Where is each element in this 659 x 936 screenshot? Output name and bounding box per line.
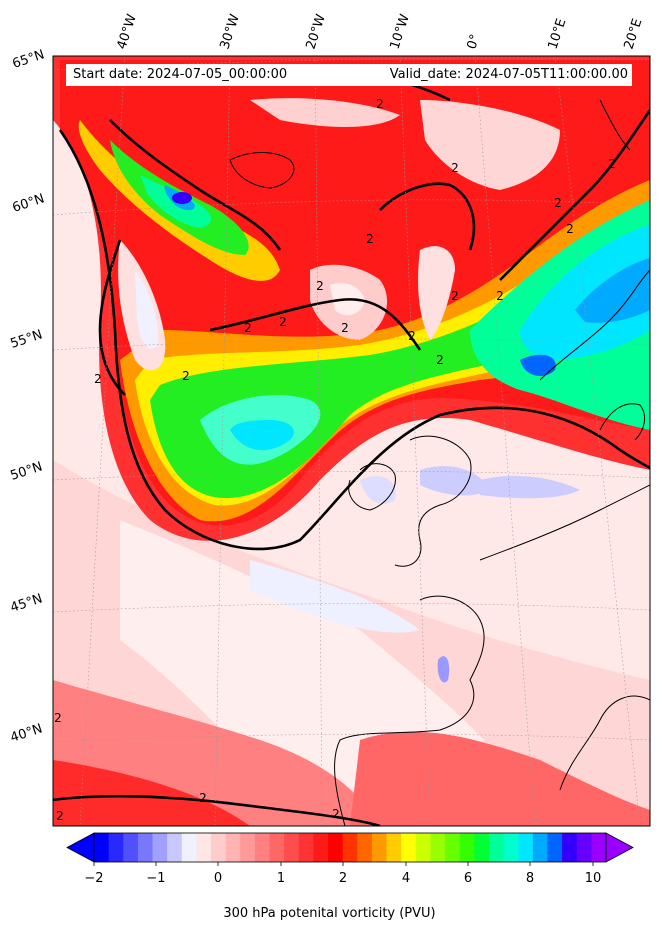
longitude-label: 20°E (622, 17, 646, 51)
contour-label: 2 (332, 807, 340, 821)
colorbar-swatch (211, 833, 227, 862)
latitude-label: 65°N (11, 47, 47, 71)
contour-label: 2 (94, 372, 102, 386)
colorbar-swatch (357, 833, 373, 862)
colorbar-swatch (196, 833, 212, 862)
colorbar-ticks: −2 −1 0 1 2 4 6 8 10 (84, 862, 601, 886)
contour-label: 2 (566, 222, 574, 236)
longitude-label: 40°W (115, 12, 140, 51)
colorbar-tick-label: 4 (402, 871, 410, 886)
colorbar-swatch (313, 833, 329, 862)
contour-label: 2 (366, 232, 374, 246)
latitude-label: 40°N (9, 721, 45, 745)
colorbar-swatch (167, 833, 183, 862)
colorbar-swatch (518, 833, 534, 862)
colorbar-swatch (254, 833, 270, 862)
colorbar-swatch (94, 833, 110, 862)
longitude-labels: 40°W 30°W 20°W 10°W 0° 10°E 20°E (115, 12, 646, 51)
colorbar-swatch (342, 833, 358, 862)
contour-label: 2 (554, 196, 562, 210)
colorbar-swatch (532, 833, 548, 862)
colorbar-tick-label: 6 (464, 871, 472, 886)
colorbar-outline (93, 832, 607, 863)
colorbar-swatch (269, 833, 285, 862)
colorbar (66, 832, 634, 863)
colorbar-swatch (328, 833, 344, 862)
contour-label: 2 (608, 157, 616, 171)
colorbar-tick-label: 2 (339, 871, 347, 886)
colorbar-swatch (137, 833, 153, 862)
start-date-label: Start date: 2024-07-05_00:00:00 (73, 67, 288, 82)
contour-label: 2 (451, 161, 459, 175)
pv-2-contours (53, 67, 650, 826)
contour-label: 2 (279, 315, 287, 329)
colorbar-swatch (401, 833, 417, 862)
colorbar-max-extension (605, 832, 634, 863)
latitude-label: 45°N (9, 591, 45, 615)
graticule (53, 56, 650, 826)
colorbar-swatch (108, 833, 124, 862)
colorbar-swatch (591, 833, 607, 862)
colorbar-swatch (298, 833, 314, 862)
colorbar-swatch (576, 833, 592, 862)
contour-label: 2 (244, 321, 252, 335)
colorbar-tick-label: −1 (146, 871, 165, 886)
colorbar-tick-label: 1 (277, 871, 285, 886)
colorbar-swatch (459, 833, 475, 862)
colorbar-swatch (488, 833, 504, 862)
colorbar-swatch (445, 833, 461, 862)
colorbar-tick-label: −2 (84, 871, 103, 886)
colorbar-tick-label: 10 (585, 871, 602, 886)
longitude-label: 30°W (218, 12, 243, 51)
latitude-label: 55°N (9, 327, 45, 351)
colorbar-swatch (371, 833, 387, 862)
map-frame (52, 55, 651, 827)
colorbar-tick-label: 8 (526, 871, 534, 886)
colorbar-swatch (547, 833, 563, 862)
contour-label: 2 (376, 97, 384, 111)
colorbar-swatch (240, 833, 256, 862)
latitude-label: 50°N (9, 459, 45, 483)
contour-label: 2 (408, 329, 416, 343)
coastlines (229, 99, 650, 826)
colorbar-swatch (430, 833, 446, 862)
valid-date-label: Valid_date: 2024-07-05T11:00:00.00 (389, 67, 628, 82)
colorbar-swatch (474, 833, 490, 862)
colorbar-swatch (503, 833, 519, 862)
longitude-label: 10°E (546, 17, 570, 51)
longitude-label: 20°W (304, 12, 329, 51)
latitude-label: 60°N (11, 191, 47, 215)
colorbar-swatch (386, 833, 402, 862)
colorbar-swatch (284, 833, 300, 862)
contour-label: 2 (341, 321, 349, 335)
contour-label: 2 (496, 289, 504, 303)
contour-label: 2 (199, 791, 207, 805)
info-box: Start date: 2024-07-05_00:00:00 Valid_da… (66, 64, 632, 86)
longitude-label: 10°W (388, 12, 413, 51)
colorbar-title: 300 hPa potenital vorticity (PVU) (223, 906, 436, 921)
contour-label: 2 (451, 289, 459, 303)
colorbar-tick-label: 0 (214, 871, 222, 886)
longitude-label: 0° (465, 33, 484, 52)
colorbar-min-extension (66, 832, 95, 863)
contour-label: 2 (182, 369, 190, 383)
contour-label: 2 (316, 279, 324, 293)
colorbar-swatch (152, 833, 168, 862)
latitude-labels: 65°N 60°N 55°N 50°N 45°N 40°N (9, 47, 47, 745)
colorbar-swatch (225, 833, 241, 862)
contour-label: 2 (54, 711, 62, 725)
contour-label: 2 (436, 353, 444, 367)
contour-label: 2 (56, 809, 64, 823)
colorbar-swatch (415, 833, 431, 862)
colorbar-swatch (562, 833, 578, 862)
colorbar-swatch (123, 833, 139, 862)
colorbar-swatch (181, 833, 197, 862)
